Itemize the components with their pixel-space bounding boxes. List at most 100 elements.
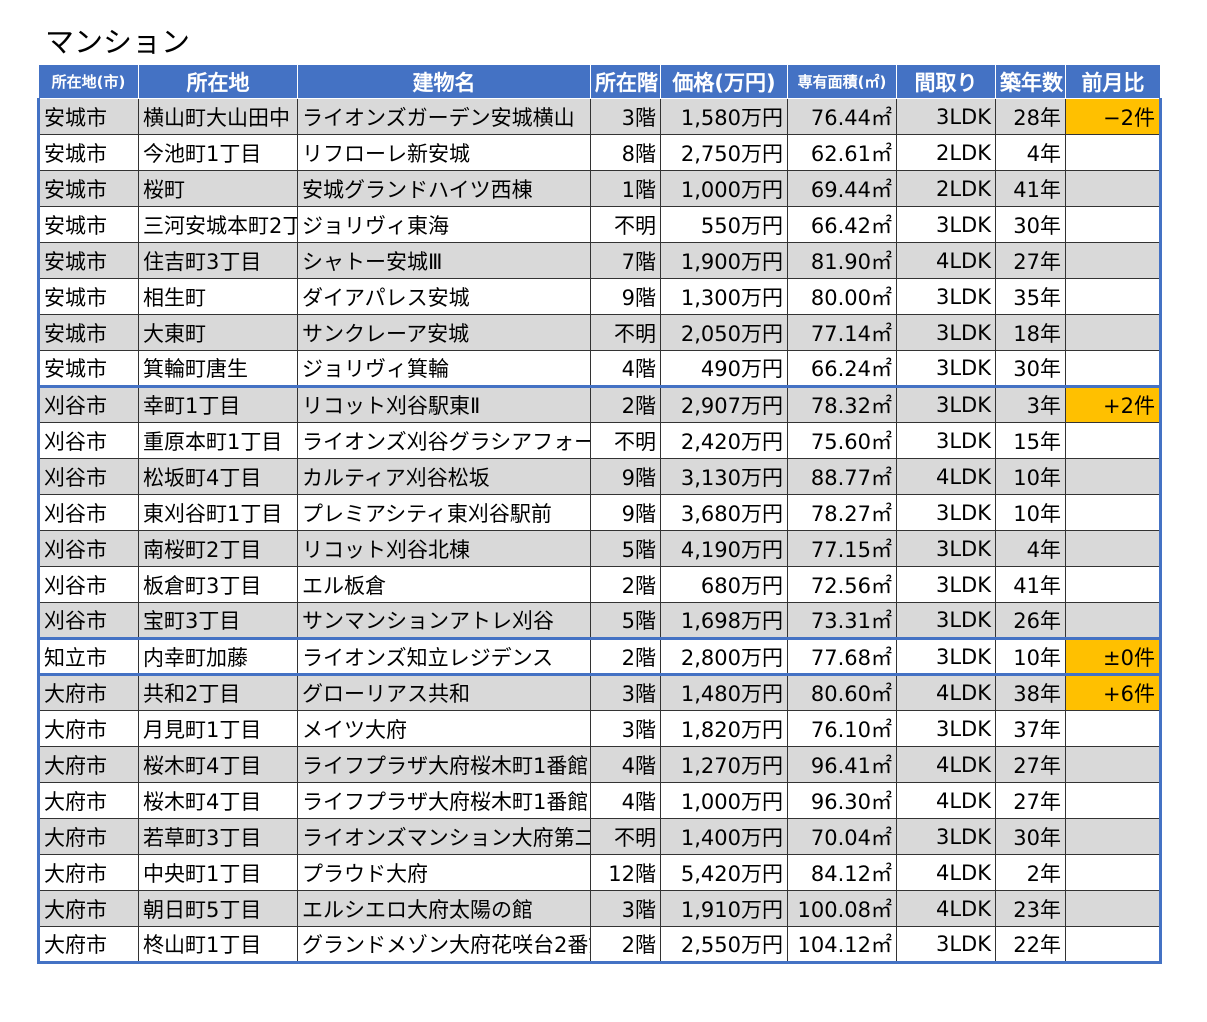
- cell-price: 2,750万円: [660, 134, 788, 171]
- cell-change-badge: [1065, 530, 1162, 567]
- cell-city: 大府市: [37, 673, 139, 711]
- cell-floor: 3階: [590, 673, 661, 711]
- cell-change-badge: [1065, 566, 1162, 603]
- table-row[interactable]: 大府市 若草町3丁目 ライオンズマンション大府第二 不明 1,400万円 70.04㎡ 3L…: [37, 818, 1162, 855]
- cell-building-name: エルシエロ大府太陽の館: [297, 890, 591, 927]
- header-city[interactable]: 所在地(市): [38, 64, 139, 99]
- header-address[interactable]: 所在地: [138, 64, 298, 99]
- cell-price: 1,698万円: [660, 602, 788, 639]
- table-row[interactable]: 刈谷市 宝町3丁目 サンマンションアトレ刈谷 5階 1,698万円 73.31㎡ 3LDK 2…: [37, 602, 1162, 639]
- table-row[interactable]: 刈谷市 重原本町1丁目 ライオンズ刈谷グラシアフォート 不明 2,420万円 75.60㎡…: [37, 422, 1162, 459]
- cell-price: 550万円: [660, 206, 788, 243]
- table-row[interactable]: 大府市 月見町1丁目 メイツ大府 3階 1,820万円 76.10㎡ 3LDK 37年: [37, 710, 1162, 747]
- cell-area: 81.90㎡: [787, 242, 897, 279]
- cell-building-name: サンクレーア安城: [297, 314, 591, 351]
- cell-layout: 3LDK: [896, 818, 996, 855]
- cell-city: 大府市: [37, 818, 139, 855]
- cell-city: 知立市: [37, 637, 139, 675]
- header-layout[interactable]: 間取り: [896, 64, 996, 99]
- header-floor[interactable]: 所在階: [590, 64, 661, 99]
- table-row[interactable]: 大府市 共和2丁目 グローリアス共和 3階 1,480万円 80.60㎡ 4LDK 38年 +6…: [37, 673, 1162, 711]
- table-row[interactable]: 安城市 大東町 サンクレーア安城 不明 2,050万円 77.14㎡ 3LDK 18年: [37, 314, 1162, 351]
- cell-address: 南桜町2丁目: [138, 530, 298, 567]
- cell-area: 77.15㎡: [787, 530, 897, 567]
- cell-address: 松坂町4丁目: [138, 458, 298, 495]
- cell-floor: 1階: [590, 170, 661, 207]
- header-area[interactable]: 専有面積(㎡): [787, 64, 897, 99]
- cell-price: 1,000万円: [660, 782, 788, 819]
- table-row[interactable]: 安城市 今池町1丁目 リフローレ新安城 8階 2,750万円 62.61㎡ 2LDK 4年: [37, 134, 1162, 171]
- cell-area: 66.24㎡: [787, 350, 897, 387]
- cell-change-badge: [1065, 206, 1162, 243]
- cell-price: 1,300万円: [660, 278, 788, 315]
- table-row[interactable]: 知立市 内幸町加藤 ライオンズ知立レジデンス 2階 2,800万円 77.68㎡ 3LDK 1…: [37, 637, 1162, 675]
- cell-layout: 4LDK: [896, 242, 996, 279]
- table-row[interactable]: 刈谷市 幸町1丁目 リコット刈谷駅東Ⅱ 2階 2,907万円 78.32㎡ 3LDK 3年 +2…: [37, 385, 1162, 423]
- cell-price: 5,420万円: [660, 854, 788, 891]
- cell-change-badge: [1065, 314, 1162, 351]
- cell-city: 大府市: [37, 746, 139, 783]
- table-row[interactable]: 安城市 相生町 ダイアパレス安城 9階 1,300万円 80.00㎡ 3LDK 35年: [37, 278, 1162, 315]
- cell-layout: 4LDK: [896, 782, 996, 819]
- cell-address: 三河安城本町2丁目: [138, 206, 298, 243]
- cell-floor: 9階: [590, 494, 661, 531]
- table-row[interactable]: 安城市 住吉町3丁目 シャトー安城Ⅲ 7階 1,900万円 81.90㎡ 4LDK 27年: [37, 242, 1162, 279]
- table-row[interactable]: 大府市 中央町1丁目 プラウド大府 12階 5,420万円 84.12㎡ 4LDK 2年: [37, 854, 1162, 891]
- table-row[interactable]: 刈谷市 松坂町4丁目 カルティア刈谷松坂 9階 3,130万円 88.77㎡ 4LDK 10年: [37, 458, 1162, 495]
- cell-building-name: グランドメゾン大府花咲台2番館: [297, 926, 591, 964]
- table-row[interactable]: 大府市 桜木町4丁目 ライフプラザ大府桜木町1番館 4階 1,000万円 96.30㎡ 4L…: [37, 782, 1162, 819]
- cell-change-badge: [1065, 170, 1162, 207]
- cell-floor: 9階: [590, 458, 661, 495]
- cell-city: 安城市: [37, 350, 139, 387]
- cell-age: 37年: [995, 710, 1066, 747]
- table-row[interactable]: 安城市 横山町大山田中 ライオンズガーデン安城横山 3階 1,580万円 76.44㎡ 3L…: [37, 98, 1162, 135]
- cell-building-name: ライオンズ刈谷グラシアフォート: [297, 422, 591, 459]
- cell-city: 安城市: [37, 206, 139, 243]
- cell-change-badge: −2件: [1065, 98, 1162, 135]
- table-row[interactable]: 刈谷市 東刈谷町1丁目 プレミアシティ東刈谷駅前 9階 3,680万円 78.27㎡ 3LD…: [37, 494, 1162, 531]
- cell-change-badge: [1065, 134, 1162, 171]
- header-price[interactable]: 価格(万円): [660, 64, 788, 99]
- header-building[interactable]: 建物名: [297, 64, 591, 99]
- cell-area: 96.30㎡: [787, 782, 897, 819]
- cell-city: 刈谷市: [37, 566, 139, 603]
- cell-building-name: ライオンズガーデン安城横山: [297, 98, 591, 135]
- cell-address: 重原本町1丁目: [138, 422, 298, 459]
- cell-floor: 5階: [590, 602, 661, 639]
- table-row[interactable]: 大府市 柊山町1丁目 グランドメゾン大府花咲台2番館 2階 2,550万円 104.12㎡…: [37, 926, 1162, 964]
- cell-building-name: サンマンションアトレ刈谷: [297, 602, 591, 639]
- cell-age: 4年: [995, 530, 1066, 567]
- cell-age: 3年: [995, 385, 1066, 423]
- cell-price: 3,130万円: [660, 458, 788, 495]
- cell-floor: 12階: [590, 854, 661, 891]
- table-row[interactable]: 大府市 桜木町4丁目 ライフプラザ大府桜木町1番館 4階 1,270万円 96.41㎡ 4L…: [37, 746, 1162, 783]
- table-row[interactable]: 大府市 朝日町5丁目 エルシエロ大府太陽の館 3階 1,910万円 100.08㎡ 4LDK…: [37, 890, 1162, 927]
- cell-layout: 3LDK: [896, 530, 996, 567]
- cell-address: 共和2丁目: [138, 673, 298, 711]
- cell-area: 75.60㎡: [787, 422, 897, 459]
- header-age[interactable]: 築年数: [995, 64, 1066, 99]
- table-row[interactable]: 刈谷市 板倉町3丁目 エル板倉 2階 680万円 72.56㎡ 3LDK 41年: [37, 566, 1162, 603]
- table-row[interactable]: 安城市 桜町 安城グランドハイツ西棟 1階 1,000万円 69.44㎡ 2LDK 41年: [37, 170, 1162, 207]
- cell-address: 内幸町加藤: [138, 637, 298, 675]
- cell-area: 88.77㎡: [787, 458, 897, 495]
- header-change[interactable]: 前月比: [1065, 64, 1161, 99]
- cell-city: 安城市: [37, 314, 139, 351]
- cell-price: 1,270万円: [660, 746, 788, 783]
- cell-building-name: シャトー安城Ⅲ: [297, 242, 591, 279]
- cell-address: 幸町1丁目: [138, 385, 298, 423]
- cell-layout: 3LDK: [896, 494, 996, 531]
- cell-city: 大府市: [37, 926, 139, 964]
- cell-building-name: ライフプラザ大府桜木町1番館: [297, 782, 591, 819]
- table-row[interactable]: 刈谷市 南桜町2丁目 リコット刈谷北棟 5階 4,190万円 77.15㎡ 3LDK 4年: [37, 530, 1162, 567]
- cell-building-name: カルティア刈谷松坂: [297, 458, 591, 495]
- cell-building-name: リフローレ新安城: [297, 134, 591, 171]
- cell-age: 2年: [995, 854, 1066, 891]
- table-row[interactable]: 安城市 箕輪町唐生 ジョリヴィ箕輪 4階 490万円 66.24㎡ 3LDK 30年: [37, 350, 1162, 387]
- cell-city: 大府市: [37, 710, 139, 747]
- cell-change-badge: [1065, 854, 1162, 891]
- cell-address: 若草町3丁目: [138, 818, 298, 855]
- cell-area: 100.08㎡: [787, 890, 897, 927]
- cell-age: 15年: [995, 422, 1066, 459]
